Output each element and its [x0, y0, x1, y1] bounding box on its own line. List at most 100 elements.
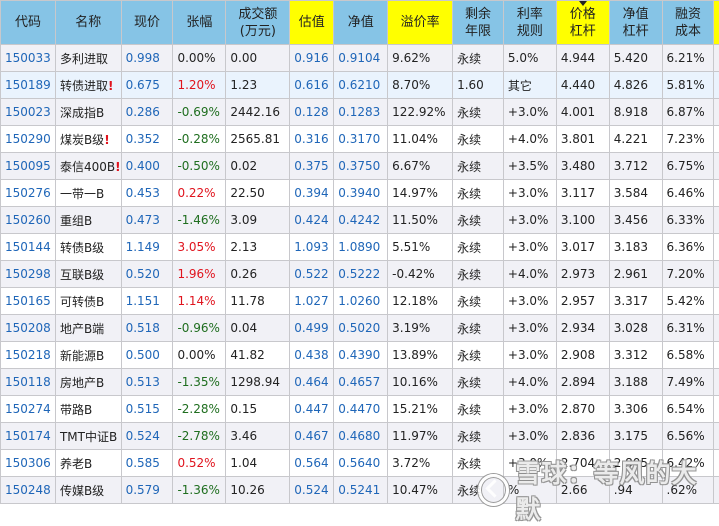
- column-header-change[interactable]: 张幅: [173, 1, 226, 45]
- rate-rule-text: +4.0%: [508, 267, 549, 281]
- current-price: 0.286: [121, 99, 173, 126]
- current-price-text: 0.400: [126, 159, 160, 173]
- trade-volume-text: 3.46: [230, 429, 257, 443]
- nav-leverage: 3.312: [609, 342, 662, 369]
- fund-code-link[interactable]: 150033: [1, 45, 56, 72]
- net-asset-value-text: 0.4242: [338, 213, 380, 227]
- trade-volume: 1.23: [226, 72, 290, 99]
- fund-code-link[interactable]: 150144: [1, 234, 56, 261]
- price-leverage-text: 2.66: [561, 483, 588, 497]
- offscreen-cell: [714, 126, 719, 153]
- fund-code-link[interactable]: 150306: [1, 450, 56, 477]
- current-price: 1.151: [121, 288, 173, 315]
- column-header-remaining-years[interactable]: 剩余年限: [453, 1, 504, 45]
- financing-cost-text: 6.33%: [667, 213, 705, 227]
- net-asset-value-text: 0.9104: [338, 51, 380, 65]
- fund-code-link[interactable]: 150298: [1, 261, 56, 288]
- column-header-premium[interactable]: 溢价率: [388, 1, 453, 45]
- header-label: 估值: [290, 14, 333, 31]
- rate-rule-text: +3.0%: [508, 456, 549, 470]
- change-percent-text: -0.50%: [177, 159, 219, 173]
- financing-cost: 7.49%: [662, 369, 714, 396]
- current-price-text: 0.513: [126, 375, 160, 389]
- column-header-financing-cost[interactable]: 融资成本: [662, 1, 714, 45]
- remaining-years: 永续: [453, 45, 504, 72]
- fund-code-link[interactable]: 150260: [1, 207, 56, 234]
- net-asset-value: 0.5222: [334, 261, 388, 288]
- premium-rate-text: 11.97%: [392, 429, 438, 443]
- net-asset-value-text: 0.1283: [338, 105, 380, 119]
- trade-volume: 41.82: [226, 342, 290, 369]
- net-asset-value-text: 0.4680: [338, 429, 380, 443]
- fund-code-link[interactable]: 150276: [1, 180, 56, 207]
- fund-name-text: 转债进取: [60, 79, 108, 93]
- offscreen-cell: [714, 477, 719, 504]
- column-header-nav[interactable]: 净值: [334, 1, 388, 45]
- trade-volume: 3.46: [226, 423, 290, 450]
- column-header-nav-leverage[interactable]: 净值杠杆: [609, 1, 662, 45]
- fund-code-link[interactable]: 150095: [1, 153, 56, 180]
- remaining-years: 永续: [453, 423, 504, 450]
- fund-code-link-text: 150165: [5, 294, 51, 308]
- premium-rate: 10.47%: [388, 477, 453, 504]
- net-asset-value: 0.4680: [334, 423, 388, 450]
- fund-code-link[interactable]: 150189: [1, 72, 56, 99]
- estimated-value: 1.093: [290, 234, 334, 261]
- rate-rule: %: [503, 477, 556, 504]
- estimated-value-text: 0.524: [294, 483, 328, 497]
- header-label-line2: 杠杆: [610, 23, 662, 40]
- column-header-price[interactable]: 现价: [121, 1, 173, 45]
- column-header-name[interactable]: 名称: [55, 1, 121, 45]
- fund-name-text: 互联B级: [60, 268, 104, 282]
- net-asset-value: 0.5020: [334, 315, 388, 342]
- fund-code-link[interactable]: 150274: [1, 396, 56, 423]
- estimated-value: 0.394: [290, 180, 334, 207]
- column-header-price-leverage[interactable]: 价格杠杆: [556, 1, 609, 45]
- column-header-volume[interactable]: 成交额(万元): [226, 1, 290, 45]
- change-percent: -1.36%: [173, 477, 226, 504]
- fund-name-text: 煤炭B级: [60, 133, 104, 147]
- change-percent: 0.00%: [173, 342, 226, 369]
- price-leverage: 4.440: [556, 72, 609, 99]
- nav-leverage-text: 2.961: [614, 267, 648, 281]
- column-header-code[interactable]: 代码: [1, 1, 56, 45]
- remaining-years-text: 永续: [457, 160, 481, 174]
- fund-code-link[interactable]: 150248: [1, 477, 56, 504]
- fund-code-link[interactable]: 150218: [1, 342, 56, 369]
- fund-code-link[interactable]: 150165: [1, 288, 56, 315]
- fund-code-link[interactable]: 150174: [1, 423, 56, 450]
- rate-rule-text: +3.0%: [508, 402, 549, 416]
- fund-code-link[interactable]: 150118: [1, 369, 56, 396]
- trade-volume-text: 2565.81: [230, 132, 280, 146]
- price-leverage-text: 2.704: [561, 456, 595, 470]
- fund-code-link[interactable]: 150208: [1, 315, 56, 342]
- column-header-rate-rule[interactable]: 利率规则: [503, 1, 556, 45]
- fund-code-link[interactable]: 150290: [1, 126, 56, 153]
- financing-cost-text: 7.49%: [667, 375, 705, 389]
- fund-name-text: 传媒B级: [60, 484, 104, 498]
- fund-name-text: 一带一B: [60, 187, 104, 201]
- remaining-years: 永续: [453, 180, 504, 207]
- fund-code-link[interactable]: 150023: [1, 99, 56, 126]
- column-header-estimate[interactable]: 估值: [290, 1, 334, 45]
- nav-leverage: 3.317: [609, 288, 662, 315]
- price-leverage: 2.908: [556, 342, 609, 369]
- warning-icon: !: [108, 79, 113, 93]
